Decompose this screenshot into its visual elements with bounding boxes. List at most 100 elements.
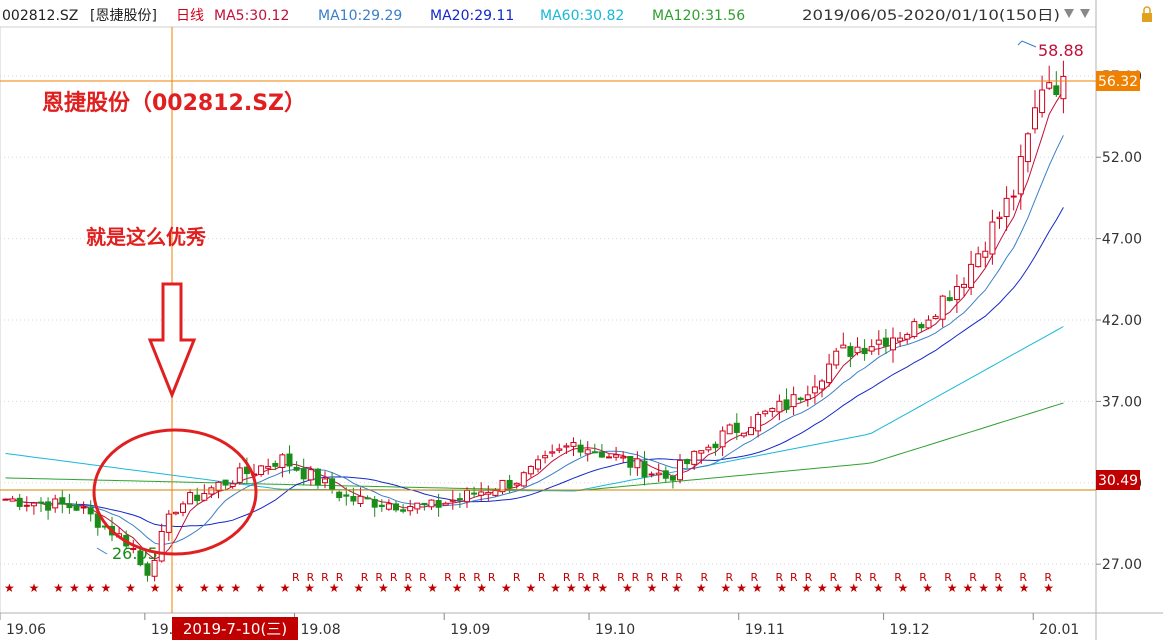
candle-body [279,454,286,468]
candle-body [421,502,428,505]
y-tick-label: 27.00 [1102,557,1142,573]
lock-icon[interactable] [1142,6,1152,22]
y-tick-label: 52.00 [1102,150,1142,166]
candle-body [23,504,30,507]
y-tick-label: 47.00 [1102,232,1142,248]
candle-body [769,407,776,412]
candle-body [783,399,790,410]
candle-body [819,380,825,390]
candle-body [712,443,719,449]
candle-body [989,221,996,255]
x-tick-label: 20.01 [1039,622,1079,638]
candle-body [890,337,896,351]
y-tick-label: 42.00 [1102,313,1142,329]
candle-body [180,503,186,513]
candle-body [662,470,669,479]
candle-body [613,454,620,458]
range-dropdown-icon[interactable] [1064,9,1074,18]
x-tick-label: 19.10 [595,622,635,638]
candle-body [1039,89,1046,114]
header-range[interactable]: 2019/06/05-2020/01/10(150日) [802,8,1060,24]
candle-body [343,494,350,497]
period-dropdown-icon[interactable] [1080,9,1090,18]
y-tick-label: 37.00 [1102,394,1142,410]
candle-body [861,347,868,355]
cursor-date-text: 2019-7-10(三) [183,620,287,638]
annotation-title: 恩捷股份（002812.SZ） [42,91,306,116]
x-tick-label: 19.12 [890,622,930,638]
candle-body [556,448,563,451]
candlesticks[interactable] [2,60,1067,582]
candle-body [854,346,861,354]
candle-body [393,503,399,511]
candle-body [293,466,300,471]
candle-body [471,492,478,495]
cursor-price-tag [1096,470,1140,490]
candle-body [513,482,520,486]
candle-body [265,465,272,469]
candle-body [165,513,172,533]
candle-body [1060,75,1067,100]
candle-body [968,263,975,288]
candle-body [833,350,840,366]
candle-body [740,432,747,437]
candle-body [648,473,655,476]
candle-body [811,386,818,394]
candle-body [336,491,343,499]
highlight-circle [92,428,258,556]
candle-body [591,451,598,454]
candle-body [953,286,960,301]
candle-body [584,449,591,455]
candle-body [407,505,414,512]
candle-body [286,453,293,467]
candle-body [627,456,634,468]
candle-body [130,548,137,551]
candle-body [1032,107,1038,130]
candle-body [847,346,854,357]
down-arrow-icon [147,282,197,400]
x-tick-label: 19.08 [301,622,341,638]
candle-body [371,499,378,508]
header-symbol: 002812.SZ [2,8,78,24]
candle-body [932,315,939,320]
candle-body [322,478,328,484]
candle-body [80,506,87,509]
candle-body [577,444,584,453]
header-name: [恩捷股份] [90,8,157,24]
candle-body [939,295,946,320]
ma10-line [5,135,1064,546]
candle-body [897,337,904,342]
candle-body [996,216,1003,220]
candle-body [272,462,279,467]
candle-body [414,502,421,510]
candle-body [790,394,797,408]
candle-body [797,397,804,401]
candle-body [400,509,407,512]
header-ma5: MA5:30.12 [214,8,289,24]
low-mark-pointer [96,547,108,555]
header-ma120: MA120:31.56 [652,8,745,24]
candle-body [1024,133,1031,163]
header-period[interactable]: 日线 [176,8,204,24]
candle-body [485,491,492,495]
candle-body [16,497,23,507]
candle-body [755,413,762,432]
candle-body [826,363,833,384]
candle-body [982,250,989,258]
candle-body [378,504,385,508]
x-axis-labels: 19.06 19.07 19.08 19.09 19.10 19.11 19.12 20.01 [0,613,1079,638]
candle-body [66,503,73,509]
candle-body [1046,82,1053,89]
candle-body [357,495,364,505]
candle-body [329,478,336,491]
candle-body [201,492,208,501]
candle-body [208,487,215,495]
candle-body [478,491,485,496]
candle-body [634,458,641,469]
candle-body [151,559,158,577]
candle-body [492,490,499,496]
header-ma60: MA60:30.82 [540,8,624,24]
candle-body [527,465,534,475]
